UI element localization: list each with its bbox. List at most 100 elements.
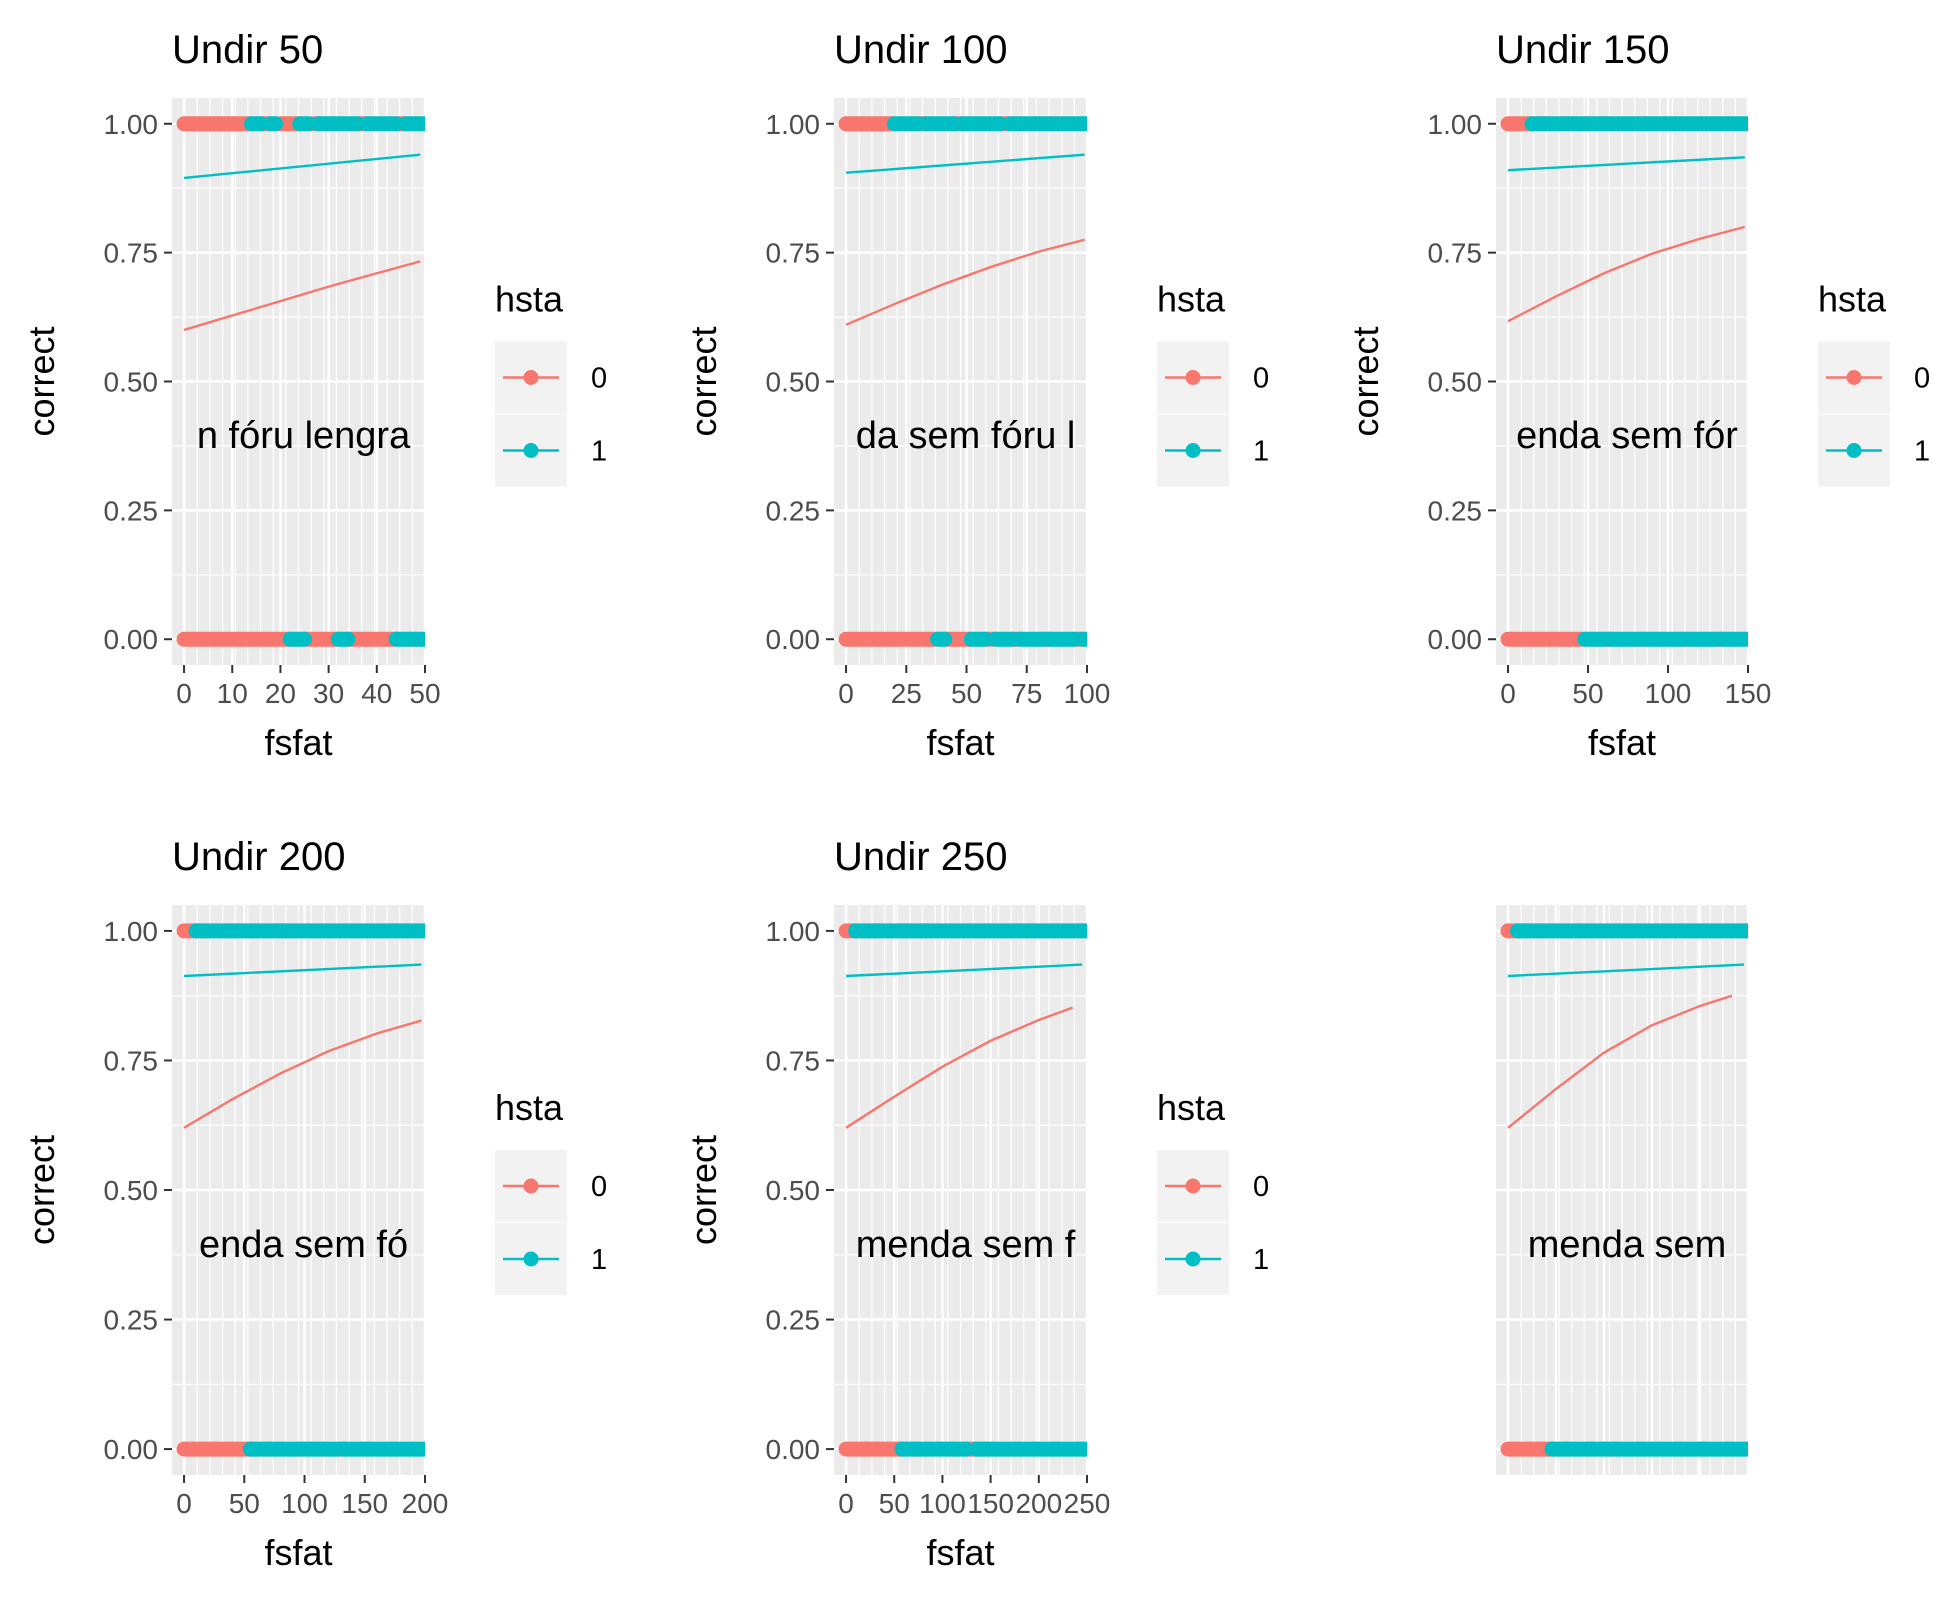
panel-4: enda sem fó 0.00 0.25 0.50 0.75 1.00 0 50 100 150… bbox=[21, 835, 607, 1573]
legend-point-1 bbox=[1185, 443, 1201, 458]
y-tick-label: 0.00 bbox=[104, 624, 159, 655]
legend-point-0 bbox=[1846, 370, 1862, 385]
y-tick-label: 0.75 bbox=[104, 1045, 159, 1076]
y-tick-label: 0.50 bbox=[766, 1175, 821, 1206]
legend-point-0 bbox=[523, 370, 539, 385]
x-axis-title: fsfat bbox=[264, 1532, 332, 1573]
plot-layer bbox=[838, 116, 1087, 647]
annotation-layer: enda sem fór bbox=[1516, 415, 1738, 457]
y-tick-label: 0.25 bbox=[1428, 495, 1483, 526]
fit-line-0 bbox=[1507, 994, 1733, 1129]
legend-label-1: 1 bbox=[591, 436, 607, 468]
x-axis-title: fsfat bbox=[926, 1532, 994, 1573]
x-tick-label: 50 bbox=[409, 678, 440, 709]
fit-line-0 bbox=[845, 238, 1085, 326]
fit-line-1 bbox=[845, 153, 1085, 174]
y-tick-label: 0.75 bbox=[104, 238, 159, 269]
series-1 bbox=[1524, 116, 1748, 647]
legend: hsta 0 1 bbox=[1157, 1087, 1269, 1295]
y-tick-label: 0.50 bbox=[1428, 367, 1483, 398]
y-tick-label: 0.25 bbox=[104, 495, 159, 526]
panel-title: Undir 250 bbox=[834, 835, 1007, 879]
annotation-layer: da sem fóru l bbox=[856, 415, 1076, 457]
x-tick-label: 150 bbox=[967, 1488, 1014, 1519]
legend-label-0: 0 bbox=[1914, 363, 1930, 395]
y-axis-title: correct bbox=[683, 326, 724, 436]
legend-title: hsta bbox=[1157, 1087, 1226, 1128]
legend-point-0 bbox=[1185, 370, 1201, 385]
annotation-text: enda sem fór bbox=[1516, 415, 1738, 457]
y-tick-label: 1.00 bbox=[766, 109, 821, 140]
legend-title: hsta bbox=[495, 279, 564, 320]
x-tick-label: 200 bbox=[402, 1488, 449, 1519]
fit-line-1 bbox=[183, 963, 422, 978]
y-tick-label: 0.50 bbox=[104, 367, 159, 398]
y-tick-label: 0.25 bbox=[766, 1305, 821, 1336]
series-1 bbox=[1510, 923, 1748, 1457]
legend-point-1 bbox=[1185, 1251, 1201, 1267]
fit-line-1 bbox=[845, 963, 1083, 978]
y-tick-label: 0.50 bbox=[766, 367, 821, 398]
x-tick-label: 20 bbox=[265, 678, 296, 709]
panel-title: Undir 150 bbox=[1496, 28, 1669, 72]
x-tick-label: 0 bbox=[838, 1488, 854, 1519]
annotation-layer: menda sem f bbox=[856, 1224, 1076, 1266]
plot-layer bbox=[176, 923, 425, 1457]
x-tick-label: 40 bbox=[361, 678, 392, 709]
fit-line-1 bbox=[1507, 156, 1745, 172]
series-1 bbox=[848, 923, 1087, 1457]
panel-title: Undir 50 bbox=[172, 28, 323, 72]
legend-label-0: 0 bbox=[591, 363, 607, 395]
x-tick-label: 25 bbox=[891, 678, 922, 709]
x-tick-label: 100 bbox=[1064, 678, 1111, 709]
legend-label-0: 0 bbox=[591, 1171, 607, 1203]
legend: hsta 0 1 bbox=[1157, 279, 1269, 487]
plot-layer bbox=[1500, 116, 1748, 647]
panel-title: Undir 100 bbox=[834, 28, 1007, 72]
x-axis-title: fsfat bbox=[264, 722, 332, 763]
legend-label-0: 0 bbox=[1253, 1171, 1269, 1203]
annotation-layer: enda sem fó bbox=[199, 1224, 408, 1266]
y-tick-label: 0.00 bbox=[766, 624, 821, 655]
x-tick-label: 50 bbox=[229, 1488, 260, 1519]
plot-layer bbox=[176, 116, 425, 647]
y-tick-label: 0.50 bbox=[104, 1175, 159, 1206]
x-axis-title: fsfat bbox=[926, 722, 994, 763]
legend-label-1: 1 bbox=[1253, 1244, 1269, 1276]
fit-line-0 bbox=[845, 1006, 1073, 1129]
y-tick-label: 0.00 bbox=[1428, 624, 1483, 655]
x-tick-label: 50 bbox=[1572, 678, 1603, 709]
y-tick-label: 1.00 bbox=[104, 109, 159, 140]
legend-point-1 bbox=[523, 1251, 539, 1267]
annotation-text: da sem fóru l bbox=[856, 415, 1076, 457]
y-tick-label: 1.00 bbox=[766, 916, 821, 947]
y-tick-label: 0.75 bbox=[766, 1045, 821, 1076]
x-tick-label: 50 bbox=[951, 678, 982, 709]
annotation-layer: n fóru lengra bbox=[197, 415, 411, 457]
legend-point-1 bbox=[523, 443, 539, 458]
y-axis-title: correct bbox=[21, 326, 62, 436]
series-1 bbox=[886, 116, 1087, 647]
y-tick-label: 0.75 bbox=[766, 238, 821, 269]
x-tick-label: 30 bbox=[313, 678, 344, 709]
y-tick-label: 0.00 bbox=[104, 1434, 159, 1465]
x-tick-label: 100 bbox=[919, 1488, 966, 1519]
fit-line-1 bbox=[183, 153, 421, 180]
x-tick-label: 0 bbox=[1500, 678, 1516, 709]
annotation-text: menda sem bbox=[1528, 1224, 1727, 1266]
fit-line-0 bbox=[1507, 225, 1746, 323]
panel-3: enda sem fór 0.00 0.25 0.50 0.75 1.00 0 50 100 15… bbox=[1345, 28, 1930, 763]
plot-layer bbox=[1500, 923, 1748, 1457]
y-tick-label: 0.25 bbox=[104, 1305, 159, 1336]
plot-layer bbox=[838, 923, 1087, 1457]
legend-point-0 bbox=[523, 1178, 539, 1194]
x-tick-label: 75 bbox=[1011, 678, 1042, 709]
x-tick-label: 150 bbox=[1725, 678, 1772, 709]
x-tick-label: 10 bbox=[217, 678, 248, 709]
fit-line-0 bbox=[183, 260, 421, 332]
x-tick-label: 0 bbox=[176, 678, 192, 709]
y-tick-label: 1.00 bbox=[1428, 109, 1483, 140]
x-tick-label: 100 bbox=[281, 1488, 328, 1519]
y-tick-label: 1.00 bbox=[104, 916, 159, 947]
annotation-layer: menda sem bbox=[1528, 1224, 1727, 1266]
